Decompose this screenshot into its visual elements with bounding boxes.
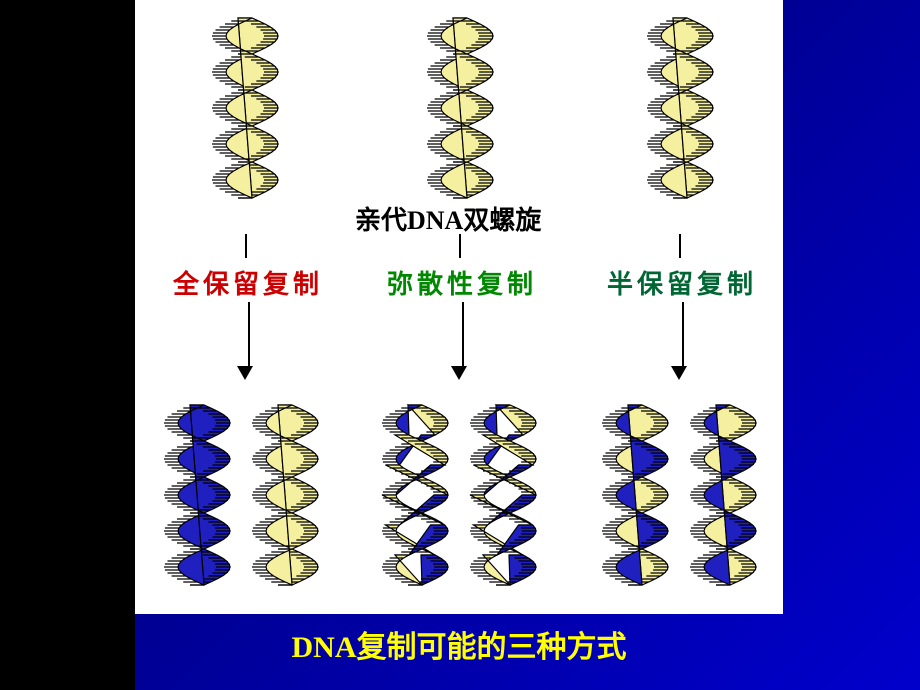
arrow-1 [244,302,253,380]
semiconservative-helix-1 [595,395,675,575]
col-label-1: 弥散性复制 [387,264,537,301]
parent-helix-1 [205,8,285,188]
parent-helix-3 [640,8,720,188]
semiconservative-helix-2 [683,395,763,575]
connector-short-1 [245,234,247,258]
col-label-0: 全保留复制 [173,264,323,301]
col-label-2: 半保留复制 [607,264,757,301]
dispersive-helix-1 [375,395,455,575]
dispersive-helix-2 [463,395,543,575]
conservative-helix-old [245,395,325,575]
arrow-3 [678,302,687,380]
parent-title: 亲代DNA双螺旋 [355,200,541,237]
diagram-panel: 亲代DNA双螺旋 全保留复制 弥散性复制 半保留复制 [135,0,783,614]
parent-helix-2 [420,8,500,188]
conservative-helix-new [157,395,237,575]
connector-short-2 [459,234,461,258]
left-black-bar [0,0,135,690]
connector-short-3 [679,234,681,258]
arrow-2 [458,302,467,380]
slide-caption: DNA复制可能的三种方式 [135,622,783,666]
